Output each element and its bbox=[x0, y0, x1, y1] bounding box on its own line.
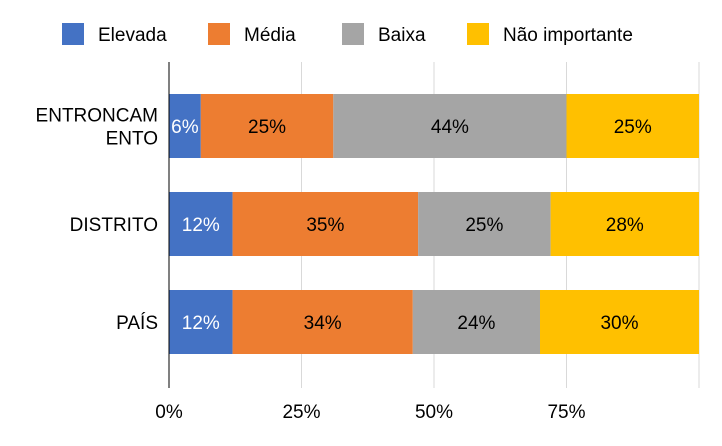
legend-swatch bbox=[342, 23, 364, 45]
data-label: 30% bbox=[600, 313, 638, 334]
bar-segment bbox=[566, 94, 699, 158]
data-label: 34% bbox=[304, 313, 342, 334]
bar-segment bbox=[232, 192, 419, 256]
legend-item: Elevada bbox=[62, 23, 167, 46]
data-label: 25% bbox=[465, 215, 503, 236]
data-label: 25% bbox=[248, 117, 286, 138]
data-label: 12% bbox=[182, 313, 220, 334]
bar-segment bbox=[232, 290, 413, 354]
data-label: 6% bbox=[171, 117, 199, 138]
legend-item: Não importante bbox=[467, 23, 633, 46]
bar-segment bbox=[200, 94, 334, 158]
bar-segment bbox=[169, 192, 233, 256]
legend-swatch bbox=[62, 23, 84, 45]
bar-segment bbox=[412, 290, 540, 354]
bar-segment bbox=[333, 94, 567, 158]
legend-swatch bbox=[467, 23, 489, 45]
data-labels: 6% 25% 44% 25% 12% 35% 25% 28% 12% 34% 24% 30% bbox=[171, 117, 652, 334]
bar-segment bbox=[169, 94, 201, 158]
x-tick-label: 25% bbox=[282, 402, 320, 423]
legend-label: Elevada bbox=[98, 25, 167, 46]
bar-segment bbox=[540, 290, 699, 354]
data-label: 24% bbox=[457, 313, 495, 334]
data-label: 44% bbox=[431, 117, 469, 138]
legend-item: Média bbox=[208, 23, 296, 46]
legend-label: Baixa bbox=[378, 25, 426, 46]
legend-label: Média bbox=[244, 25, 296, 46]
category-label: DISTRITO bbox=[70, 215, 158, 236]
legend-label: Não importante bbox=[503, 25, 633, 46]
bar-segments bbox=[169, 94, 699, 354]
legend-item: Baixa bbox=[342, 23, 426, 46]
category-label: PAÍS bbox=[116, 313, 158, 334]
x-tick-label: 75% bbox=[547, 402, 585, 423]
x-tick-label: 0% bbox=[155, 402, 183, 423]
x-axis-tick-labels: 0% 25% 50% 75% bbox=[155, 402, 585, 423]
x-tick-label: 50% bbox=[415, 402, 453, 423]
legend: Elevada Média Baixa Não importante bbox=[62, 23, 633, 46]
data-label: 35% bbox=[306, 215, 344, 236]
bar-segment bbox=[418, 192, 551, 256]
data-label: 12% bbox=[182, 215, 220, 236]
data-label: 28% bbox=[606, 215, 644, 236]
category-label: ENTRONCAM bbox=[36, 106, 158, 127]
legend-swatch bbox=[208, 23, 230, 45]
bar-segment bbox=[550, 192, 699, 256]
bar-segment bbox=[169, 290, 233, 354]
data-label: 25% bbox=[614, 117, 652, 138]
category-label: ENTO bbox=[106, 129, 158, 150]
